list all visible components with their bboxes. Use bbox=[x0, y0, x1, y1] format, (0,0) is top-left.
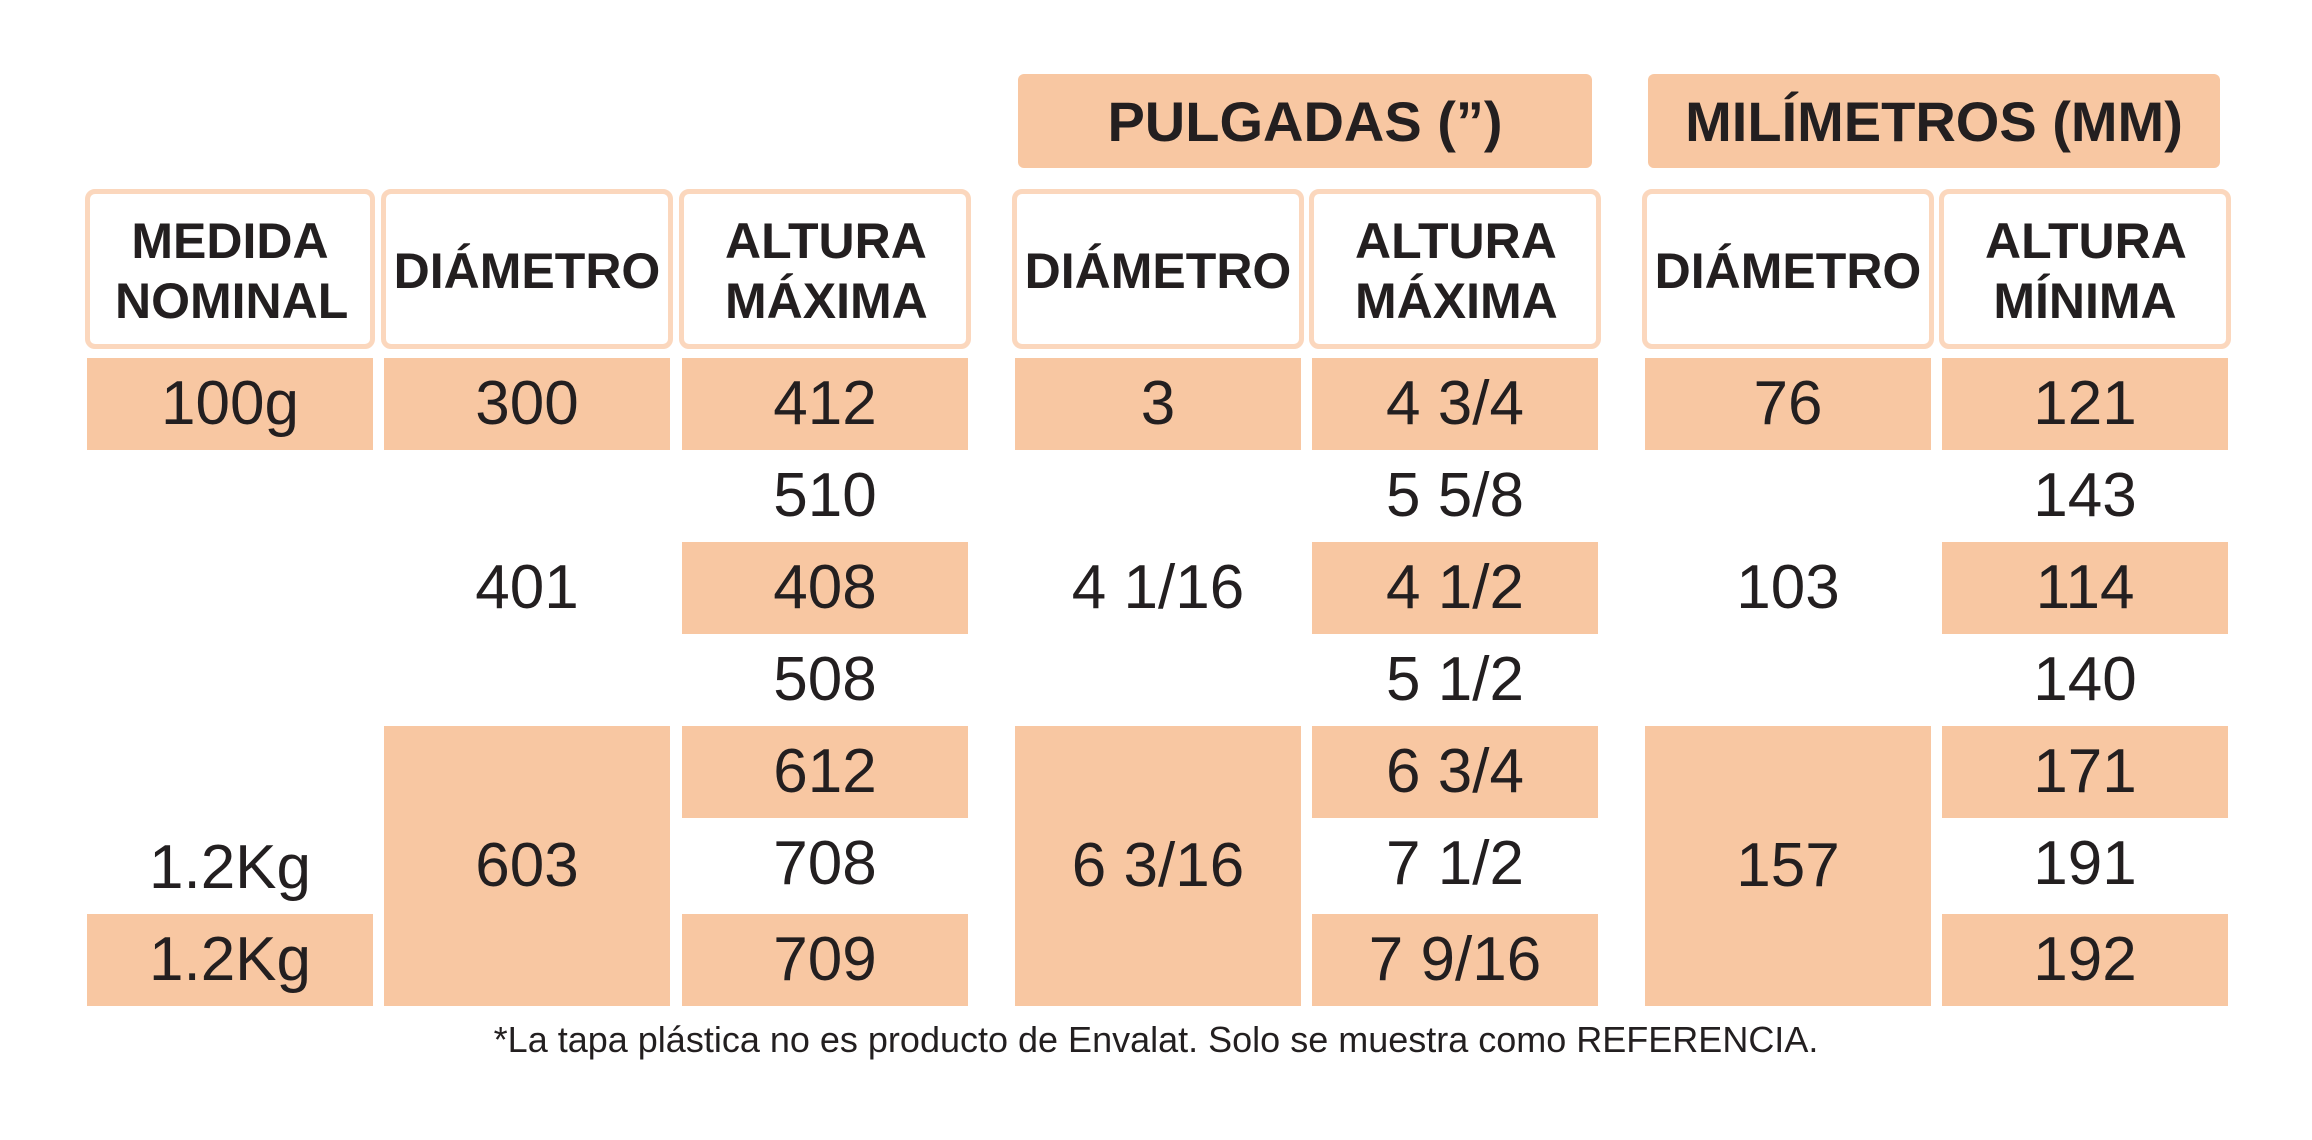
header-medida-nominal: MEDIDA NOMINAL bbox=[85, 189, 375, 349]
header-altura-maxima: ALTURA MÁXIMA bbox=[679, 189, 971, 349]
table-cell: 121 bbox=[1942, 358, 2228, 450]
table-cell: 300 bbox=[384, 358, 670, 450]
table-cell: 143 bbox=[2033, 461, 2137, 530]
table-cell: 612 bbox=[682, 726, 968, 818]
table-cell: 114 bbox=[1942, 542, 2228, 634]
table-cell: 191 bbox=[2033, 829, 2137, 898]
table-cell: 5 5/8 bbox=[1386, 461, 1524, 530]
table-cell: 192 bbox=[1942, 914, 2228, 1006]
table-cell: 157 bbox=[1645, 726, 1931, 1006]
header-diametro: DIÁMETRO bbox=[381, 189, 673, 349]
table-cell: 5 1/2 bbox=[1386, 645, 1524, 714]
table-cell: 6 3/4 bbox=[1312, 726, 1598, 818]
table-cell: 508 bbox=[773, 645, 877, 714]
table-cell: 510 bbox=[773, 461, 877, 530]
table-cell: 76 bbox=[1645, 358, 1931, 450]
table-cell: 401 bbox=[475, 553, 579, 622]
table-cell: 4 1/16 bbox=[1071, 553, 1245, 622]
table-cell: 3 bbox=[1015, 358, 1301, 450]
table-cell: 6 3/16 bbox=[1015, 726, 1301, 1006]
table-cell: 708 bbox=[773, 829, 877, 898]
header-mm-altura-minima: ALTURA MÍNIMA bbox=[1939, 189, 2231, 349]
table-cell: 140 bbox=[2033, 645, 2137, 714]
table-cell: 408 bbox=[682, 542, 968, 634]
table-cell: 103 bbox=[1736, 553, 1840, 622]
table-cell: 412 bbox=[682, 358, 968, 450]
table-cell: 4 1/2 bbox=[1312, 542, 1598, 634]
footnote: *La tapa plástica no es producto de Enva… bbox=[493, 1019, 1819, 1060]
table-cell: 7 1/2 bbox=[1386, 829, 1524, 898]
table-cell: 100g bbox=[87, 358, 373, 450]
table-cell: 603 bbox=[384, 726, 670, 1006]
table-cell: 1.2Kg bbox=[148, 833, 312, 902]
table-cell: 709 bbox=[682, 914, 968, 1006]
group-title-milimetros: MILÍMETROS (MM) bbox=[1648, 74, 2220, 168]
group-title-pulgadas: PULGADAS (”) bbox=[1018, 74, 1592, 168]
table-cell: 171 bbox=[1942, 726, 2228, 818]
table-cell: 7 9/16 bbox=[1312, 914, 1598, 1006]
table-cell: 1.2Kg bbox=[87, 914, 373, 1006]
table-cell: 4 3/4 bbox=[1312, 358, 1598, 450]
header-in-altura-maxima: ALTURA MÁXIMA bbox=[1309, 189, 1601, 349]
header-in-diametro: DIÁMETRO bbox=[1012, 189, 1304, 349]
header-mm-diametro: DIÁMETRO bbox=[1642, 189, 1934, 349]
